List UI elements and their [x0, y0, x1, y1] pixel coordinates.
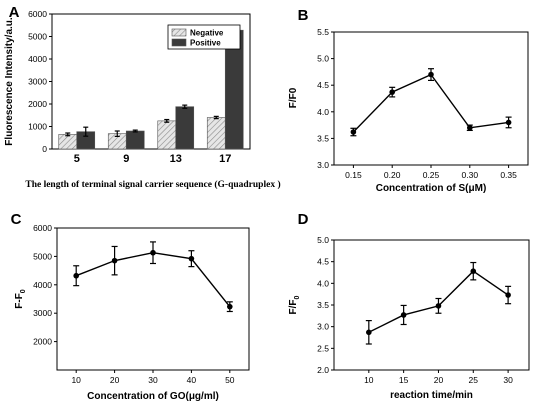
panel-b: 3.0 3.5 4.0 4.5 5.0 5.5 0.15 0.20 0.25 0.30 0.35 F/…	[288, 7, 529, 194]
x-tick-label: 0.20	[384, 170, 401, 180]
series-line	[352, 73, 509, 133]
x-category-label: 9	[123, 153, 129, 165]
y-tick-label: 5.0	[317, 54, 329, 64]
x-tick-label: 20	[110, 375, 120, 385]
bar-negative	[206, 117, 226, 150]
panel-d: 2.0 2.5 3.0 3.5 4.0 4.5 5.0 10 15 20 25 30 F/F0 react…	[288, 211, 530, 401]
y-tick-label: 0	[42, 144, 47, 154]
y-axis-title-main: F/F0	[288, 87, 299, 108]
data-point	[350, 129, 357, 135]
x-tick-label: 0.35	[500, 170, 517, 180]
legend-swatch	[171, 28, 187, 37]
data-point	[389, 89, 396, 95]
data-point	[73, 272, 79, 279]
x-tick-label: 0.25	[423, 170, 440, 180]
panel-letter-c: C	[11, 211, 22, 228]
plot-frame	[333, 31, 529, 166]
bar-negative	[157, 120, 177, 150]
bar-negative	[58, 134, 78, 150]
bar-positive	[125, 130, 145, 150]
y-tick-label: 3000	[28, 77, 47, 87]
y-axis-title-main: F-F	[14, 293, 25, 309]
x-tick-label: 15	[399, 375, 409, 385]
bar-positive	[175, 106, 195, 150]
y-tick-label: 3.0	[317, 160, 329, 170]
y-tick-label: 3000	[33, 308, 52, 318]
x-tick-label: 25	[469, 375, 479, 385]
y-tick-label: 6000	[33, 223, 52, 233]
y-tick-label: 4000	[28, 54, 47, 64]
y-axis-title: F/F0	[288, 87, 299, 108]
legend-swatch	[171, 38, 187, 47]
y-tick-label: 4.5	[317, 257, 329, 267]
y-tick-label: 6000	[28, 9, 47, 19]
x-tick-label: 20	[434, 375, 444, 385]
x-tick-label: 10	[71, 375, 81, 385]
x-tick-label: 50	[225, 375, 235, 385]
y-axis-title-subscript: 0	[20, 289, 27, 293]
panel-letter-b: B	[298, 7, 309, 24]
y-tick-label: 4.5	[317, 80, 329, 90]
data-point	[505, 119, 512, 126]
x-tick-label: 0.15	[345, 170, 362, 180]
x-axis-title: The length of terminal signal carrier se…	[25, 179, 280, 190]
y-axis-title-subscript: 0	[294, 295, 301, 299]
y-tick-label: 3.5	[317, 133, 329, 143]
data-point	[428, 71, 434, 78]
y-tick-label: 2.0	[317, 365, 329, 375]
x-axis-title: reaction time/min	[390, 390, 473, 401]
x-category-label: 17	[219, 153, 231, 165]
x-category-label: 13	[170, 153, 182, 165]
y-tick-label: 1000	[28, 122, 47, 132]
data-point	[470, 268, 477, 275]
x-axis-title: Concentration of S(μM)	[376, 183, 487, 194]
y-tick-label: 5000	[28, 32, 47, 42]
legend-label: Positive	[190, 39, 221, 48]
y-tick-label: 2000	[28, 99, 47, 109]
y-tick-label: 5000	[33, 251, 52, 261]
y-tick-label: 5.5	[317, 27, 329, 37]
y-tick-label: 4.0	[317, 278, 329, 288]
y-tick-label: 3.5	[317, 300, 329, 310]
data-point	[505, 292, 511, 298]
data-point	[111, 257, 118, 264]
y-tick-label: 5.0	[317, 235, 329, 245]
panel-letter-a: A	[9, 4, 20, 21]
x-axis-title: Concentration of GO(μg/ml)	[87, 391, 219, 402]
x-tick-label: 30	[503, 375, 513, 385]
x-tick-label: 10	[364, 375, 374, 385]
data-point	[188, 255, 195, 262]
panel-c: 2000 3000 4000 5000 6000 10 20 30 40 50 F-F0 Concen…	[11, 211, 250, 402]
panel-letter-d: D	[298, 211, 309, 228]
x-tick-label: 30	[148, 375, 158, 385]
data-point	[150, 249, 156, 256]
x-category-label: 5	[74, 153, 80, 165]
x-tick-label: 40	[187, 375, 197, 385]
data-point	[227, 303, 233, 310]
data-point	[400, 312, 407, 318]
legend-label: Negative	[190, 29, 224, 38]
y-tick-label: 3.0	[317, 322, 329, 332]
panel-a: 0 1000 2000 3000 4000 5000 6000 5 9 13 17 NegativeP…	[4, 4, 281, 190]
y-axis-title-main: F/F	[288, 299, 299, 314]
data-point	[435, 303, 442, 309]
plot-frame	[333, 239, 530, 371]
x-tick-label: 0.30	[462, 170, 479, 180]
y-tick-label: 2000	[33, 337, 52, 347]
y-tick-label: 2.5	[317, 343, 329, 353]
y-axis-title: F-F0	[14, 289, 27, 309]
y-tick-label: 4000	[33, 280, 52, 290]
y-axis-title: F/F0	[288, 295, 301, 314]
data-point	[467, 124, 473, 131]
y-axis-title: Fluorescence Intensity/a.u.	[4, 17, 15, 146]
data-point	[366, 329, 372, 336]
y-tick-label: 4.0	[317, 107, 329, 117]
